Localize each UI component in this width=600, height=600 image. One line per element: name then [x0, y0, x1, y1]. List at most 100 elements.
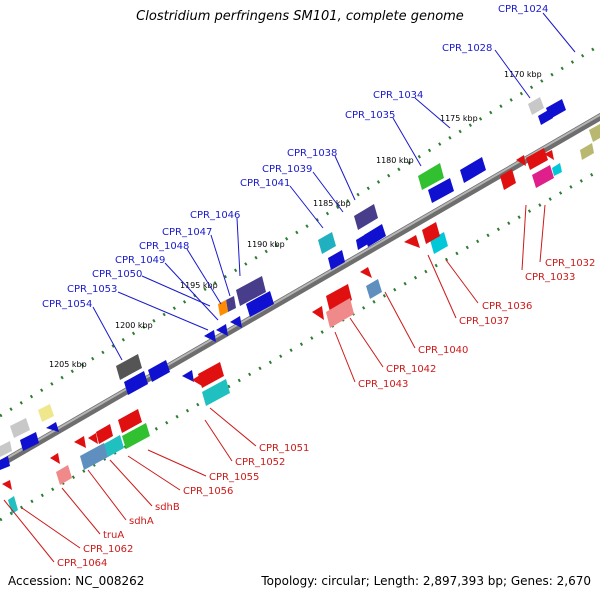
gene-block — [148, 360, 170, 382]
gene-block — [124, 371, 148, 395]
kbp-label: 1205 kbp — [49, 360, 87, 369]
gene-label: truA — [103, 530, 124, 541]
genome-backbone — [0, 112, 600, 469]
gene-block — [360, 267, 372, 278]
gene-block — [8, 496, 18, 514]
reverse-leaders — [3, 204, 546, 563]
gene-block — [500, 169, 516, 190]
gene-block — [116, 354, 142, 380]
gene-block — [580, 143, 594, 160]
gene-label: CPR_1037 — [459, 316, 509, 327]
gene-block — [80, 443, 108, 470]
gene-label: CPR_1049 — [115, 255, 165, 266]
gene-label: CPR_1039 — [262, 164, 312, 175]
gene-label: CPR_1047 — [162, 227, 212, 238]
kbp-label: 1180 kbp — [376, 156, 414, 165]
gene-label: CPR_1062 — [83, 544, 133, 555]
gene-label: CPR_1053 — [67, 284, 117, 295]
gene-block — [226, 296, 236, 312]
gene-block — [328, 250, 345, 270]
gene-block — [2, 480, 12, 490]
gene-block — [246, 291, 274, 317]
gene-block — [46, 422, 59, 432]
gene-block — [422, 222, 440, 244]
gene-block — [418, 163, 444, 190]
gene-block — [0, 441, 12, 457]
gene-block — [354, 204, 378, 230]
inner-tick-track — [0, 168, 600, 522]
gene-label: CPR_1040 — [418, 345, 468, 356]
gene-label: CPR_1056 — [183, 486, 233, 497]
gene-block — [364, 224, 386, 247]
gene-label: CPR_1050 — [92, 269, 142, 280]
accession-text: Accession: NC_008262 — [8, 574, 145, 588]
gene-block — [88, 433, 98, 444]
gene-block — [544, 150, 554, 160]
gene-block — [528, 97, 544, 115]
forward-genes — [0, 97, 600, 470]
gene-block — [96, 424, 113, 444]
gene-label: CPR_1034 — [373, 90, 423, 101]
gene-block — [198, 362, 224, 388]
genome-summary-text: Topology: circular; Length: 2,897,393 bp… — [261, 574, 591, 588]
gene-block — [366, 279, 382, 299]
gene-block — [10, 418, 30, 438]
gene-block — [202, 379, 230, 406]
kbp-label: 1195 kbp — [180, 281, 218, 290]
gene-block — [56, 465, 72, 485]
gene-block — [20, 432, 39, 451]
gene-block — [50, 453, 60, 464]
gene-label: CPR_1043 — [358, 379, 408, 390]
gene-label: CPR_1064 — [57, 558, 107, 569]
gene-block — [204, 330, 216, 342]
gene-block — [318, 232, 336, 254]
gene-label: CPR_1033 — [525, 272, 575, 283]
gene-block — [230, 316, 242, 328]
gene-block — [312, 306, 324, 320]
gene-label: CPR_1051 — [259, 443, 309, 454]
reverse-gene-labels: CPR_1032 CPR_1033 CPR_1036 CPR_1037 CPR_… — [57, 258, 595, 569]
gene-block — [216, 324, 228, 336]
kbp-label: 1185 kbp — [313, 199, 351, 208]
gene-block — [0, 456, 10, 470]
gene-block — [326, 284, 352, 312]
gene-block — [428, 178, 454, 203]
gene-label: CPR_1024 — [498, 4, 548, 15]
gene-block — [192, 375, 202, 386]
gene-label: CPR_1046 — [190, 210, 240, 221]
gene-label: CPR_1041 — [240, 178, 290, 189]
gene-block — [526, 148, 548, 170]
gene-label: CPR_1052 — [235, 457, 285, 468]
kbp-label: 1170 kbp — [504, 70, 542, 79]
gene-block — [460, 157, 486, 183]
gene-block — [74, 436, 86, 448]
gene-block — [532, 165, 554, 188]
kbp-labels: 1170 kbp 1175 kbp 1180 kbp 1185 kbp 1190… — [49, 70, 542, 369]
reverse-genes — [2, 143, 594, 514]
gene-label: CPR_1038 — [287, 148, 337, 159]
gene-label: CPR_1042 — [386, 364, 436, 375]
outer-tick-track — [0, 43, 600, 418]
gene-block — [326, 298, 354, 328]
gene-block — [589, 124, 600, 142]
kbp-label: 1175 kbp — [440, 114, 478, 123]
gene-block — [404, 235, 420, 248]
map-title: Clostridium perfringens SM101, complete … — [136, 9, 464, 24]
gene-block — [546, 99, 566, 119]
gene-label: CPR_1054 — [42, 299, 92, 310]
kbp-label: 1200 kbp — [115, 321, 153, 330]
gene-label: CPR_1055 — [209, 472, 259, 483]
gene-block — [182, 370, 194, 382]
gene-label: CPR_1048 — [139, 241, 189, 252]
gene-block — [356, 234, 368, 250]
gene-block — [118, 409, 142, 433]
gene-block — [104, 435, 124, 457]
gene-label: CPR_1035 — [345, 110, 395, 121]
gene-block — [38, 404, 54, 422]
gene-block — [552, 163, 562, 176]
gene-block — [516, 155, 526, 166]
gene-block — [236, 276, 266, 306]
forward-leaders — [92, 12, 576, 361]
